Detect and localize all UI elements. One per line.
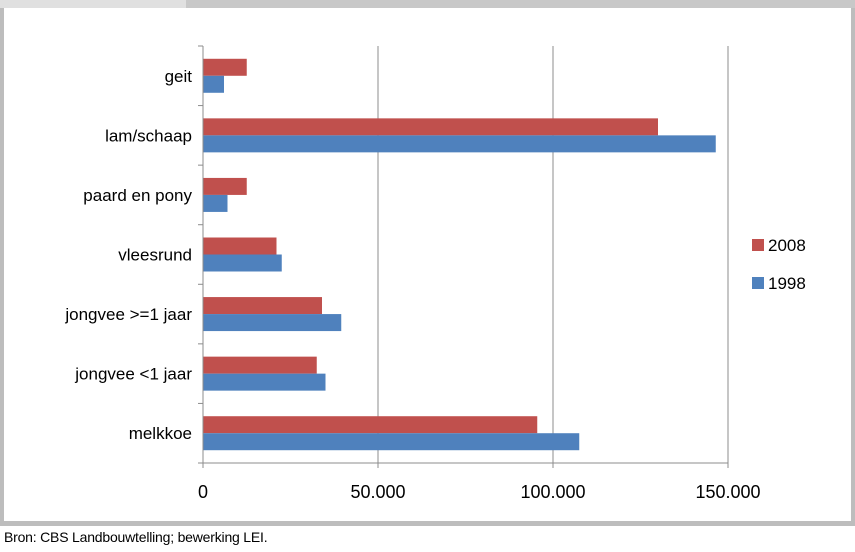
source-caption: Bron: CBS Landbouwtelling; bewerking LEI… [4,529,268,545]
category-label: melkkoe [129,424,192,443]
bar-2008-melkkoe [203,416,538,434]
bar-2008-geit [203,58,247,76]
bar-2008-paard-en-pony [203,177,247,195]
x-tick-label: 150.000 [695,482,760,502]
bar-1998-paard-en-pony [203,194,228,212]
category-label: vleesrund [118,246,192,265]
bottom-bar [0,521,855,526]
bar-1998-lam-schaap [203,135,716,153]
bar-1998-melkkoe [203,433,580,451]
bar-2008-jongvee-1-jaar [203,356,317,374]
category-label: jongvee >=1 jaar [64,305,192,324]
x-tick-label: 0 [198,482,208,502]
bar-2008-lam-schaap [203,118,658,136]
top-tab [0,0,186,8]
x-tick-label: 100.000 [520,482,585,502]
legend-label-2008: 2008 [768,236,806,255]
category-label: jongvee <1 jaar [74,365,192,384]
category-label: paard en pony [83,186,192,205]
category-label: geit [165,67,193,86]
legend-label-1998: 1998 [768,274,806,293]
legend-swatch-1998 [752,277,764,289]
top-strip [0,0,855,8]
bar-1998-jongvee-1-jaar [203,373,326,391]
bar-2008-jongvee-1-jaar [203,297,322,315]
bar-1998-geit [203,75,224,93]
x-tick-label: 50.000 [350,482,405,502]
bar-2008-vleesrund [203,237,277,255]
legend-swatch-2008 [752,239,764,251]
category-label: lam/schaap [105,126,192,145]
bar-1998-jongvee-1-jaar [203,314,342,332]
bar-1998-vleesrund [203,254,282,272]
